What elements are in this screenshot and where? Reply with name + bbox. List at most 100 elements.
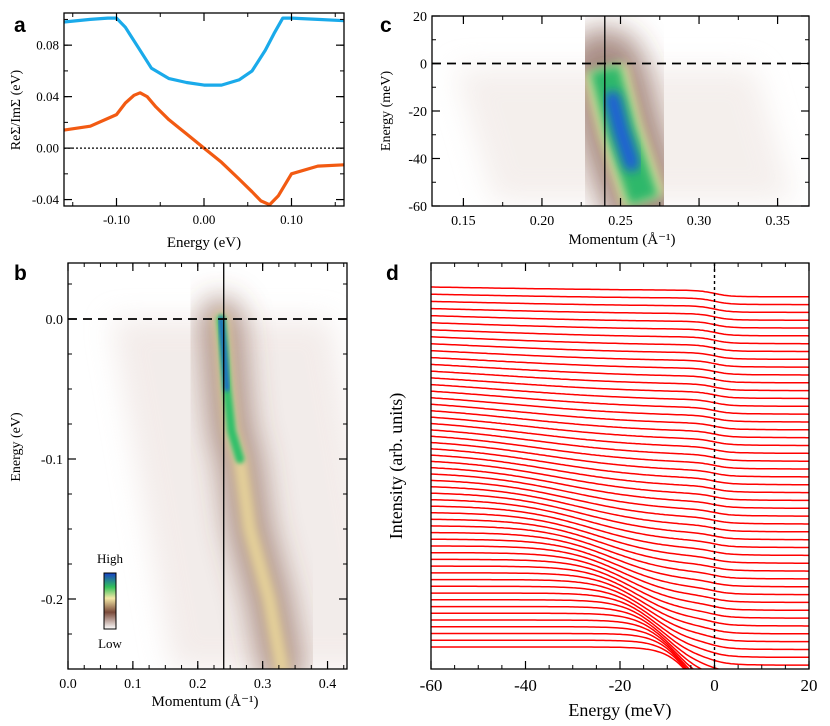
edc-curve: [431, 363, 809, 384]
edc-curve: [431, 286, 809, 298]
edc-curve: [431, 619, 695, 669]
panel-c-heatmap: [454, 28, 795, 206]
panel-a-series-group: [64, 16, 344, 206]
y-tick-label: 0.04: [36, 89, 59, 104]
panel-b: b 0.0 0.1 0.2 0.3 0.4 -0.2 -0.1 0.0 High Low Mo…: [9, 262, 348, 710]
edc-curve: [431, 466, 809, 510]
panel-d-y-axis-label: Intensity (arb. units): [386, 393, 407, 539]
edc-curve: [431, 531, 809, 588]
x-tick-label: -20: [609, 676, 632, 695]
edc-curve: [431, 454, 809, 494]
x-tick-label: 0.20: [530, 214, 555, 229]
y-tick-label: -0.2: [41, 593, 63, 608]
edc-curve: [431, 572, 809, 635]
edc-curve: [431, 558, 809, 619]
edc-curve: [431, 422, 809, 455]
x-tick-label: 0.4: [319, 677, 337, 692]
panel-d-ticks: -60 -40 -20 0 20: [420, 263, 818, 695]
y-tick-label: 0.00: [36, 141, 59, 156]
panel-c: c 0.15 0.20 0.25 0.30 0.35 -60 -40 -20 0 20 Momen…: [379, 10, 810, 248]
panel-a: a -0.10 0.00 0.10 -0.04 0.00 0.04 0.08 Energy …: [9, 12, 345, 251]
x-tick-label: 0.10: [280, 212, 303, 227]
y-tick-label: 20: [413, 10, 427, 25]
edc-curve: [431, 585, 809, 651]
edc-curve: [431, 409, 809, 439]
edc-curve: [431, 565, 809, 627]
edc-curve: [431, 592, 809, 659]
edc-curve: [431, 435, 809, 470]
y-tick-label: -40: [408, 152, 427, 167]
edc-curve: [431, 492, 809, 541]
edc-curve: [431, 356, 809, 376]
edc-curve: [431, 403, 809, 431]
edc-curve: [431, 377, 809, 400]
panel-b-letter: b: [14, 262, 27, 285]
x-tick-label: -60: [420, 676, 443, 695]
edc-curve: [431, 300, 809, 314]
panel-b-frame: [67, 262, 348, 670]
edc-curve: [431, 441, 809, 478]
x-tick-label: 0.2: [189, 677, 207, 692]
edc-curve: [431, 525, 809, 580]
edc-curve: [431, 336, 809, 353]
panel-c-x-axis-label: Momentum (Å⁻¹): [569, 232, 676, 248]
y-tick-label: 0.08: [36, 38, 59, 53]
y-tick-label: -0.04: [32, 192, 60, 207]
y-tick-label: -60: [408, 200, 427, 215]
y-tick-label: 0: [420, 57, 427, 72]
edc-curve: [431, 383, 809, 408]
y-tick-label: -0.1: [41, 453, 63, 468]
edc-curve: [431, 416, 809, 447]
x-tick-label: 0.00: [193, 212, 216, 227]
edc-curve: [431, 473, 809, 517]
edc-curve: [431, 545, 809, 604]
x-tick-label: 0.25: [608, 214, 633, 229]
edc-curve: [431, 370, 809, 392]
panel-d-x-axis-label: Energy (meV): [568, 700, 671, 721]
edc-curve: [431, 390, 809, 415]
y-tick-label: 0.0: [46, 313, 64, 328]
edc-curve: [431, 551, 809, 612]
edc-curve: [431, 396, 809, 423]
edc-curve: [431, 498, 809, 549]
x-tick-label: 0.3: [254, 677, 272, 692]
panel-c-band-hotspot: [604, 91, 640, 172]
panel-d-letter: d: [386, 262, 399, 285]
edc-curve: [431, 307, 809, 321]
panel-c-letter: c: [380, 14, 392, 37]
x-tick-label: 0.15: [451, 214, 476, 229]
x-tick-label: -40: [514, 676, 537, 695]
panel-b-x-axis-label: Momentum (Å⁻¹): [152, 694, 259, 710]
series-line-ReΣ: [64, 91, 344, 206]
colorbar-high-label: High: [97, 551, 124, 566]
edc-curve: [431, 538, 809, 596]
edc-curve: [431, 632, 688, 669]
edc-curve: [431, 293, 809, 306]
colorbar-gradient: [103, 572, 117, 630]
panel-b-colorbar: High Low: [97, 551, 124, 651]
x-tick-label: 0.0: [59, 677, 77, 692]
edc-curve: [431, 479, 809, 525]
edc-curve: [431, 314, 809, 329]
panel-b-ticks: 0.0 0.1 0.2 0.3 0.4 -0.2 -0.1 0.0: [41, 263, 347, 692]
edc-curve: [431, 578, 809, 643]
edc-curve: [431, 349, 809, 368]
edc-curve: [431, 518, 809, 572]
colorbar-low-label: Low: [98, 636, 122, 651]
x-tick-label: 0.35: [765, 214, 790, 229]
edc-curve: [431, 646, 686, 669]
panel-d-edc-curves: [431, 286, 809, 669]
x-tick-label: 0.30: [687, 214, 712, 229]
edc-curve: [431, 626, 691, 669]
panel-d: d -60 -40 -20 0 20 Energy (meV) Intensity (a…: [386, 262, 818, 721]
panel-a-letter: a: [14, 14, 26, 37]
edc-curve: [431, 599, 809, 666]
edc-curve: [431, 322, 809, 337]
edc-curve: [431, 505, 809, 557]
edc-curve: [431, 343, 809, 361]
panel-c-y-axis-label: Energy (meV): [379, 71, 394, 152]
panel-c-ticks: 0.15 0.20 0.25 0.30 0.35 -60 -40 -20 0 20: [408, 10, 809, 229]
panel-a-y-axis-label: ReΣ/ImΣ (eV): [9, 69, 24, 150]
x-tick-label: 0.1: [124, 677, 142, 692]
edc-curve: [431, 605, 722, 669]
